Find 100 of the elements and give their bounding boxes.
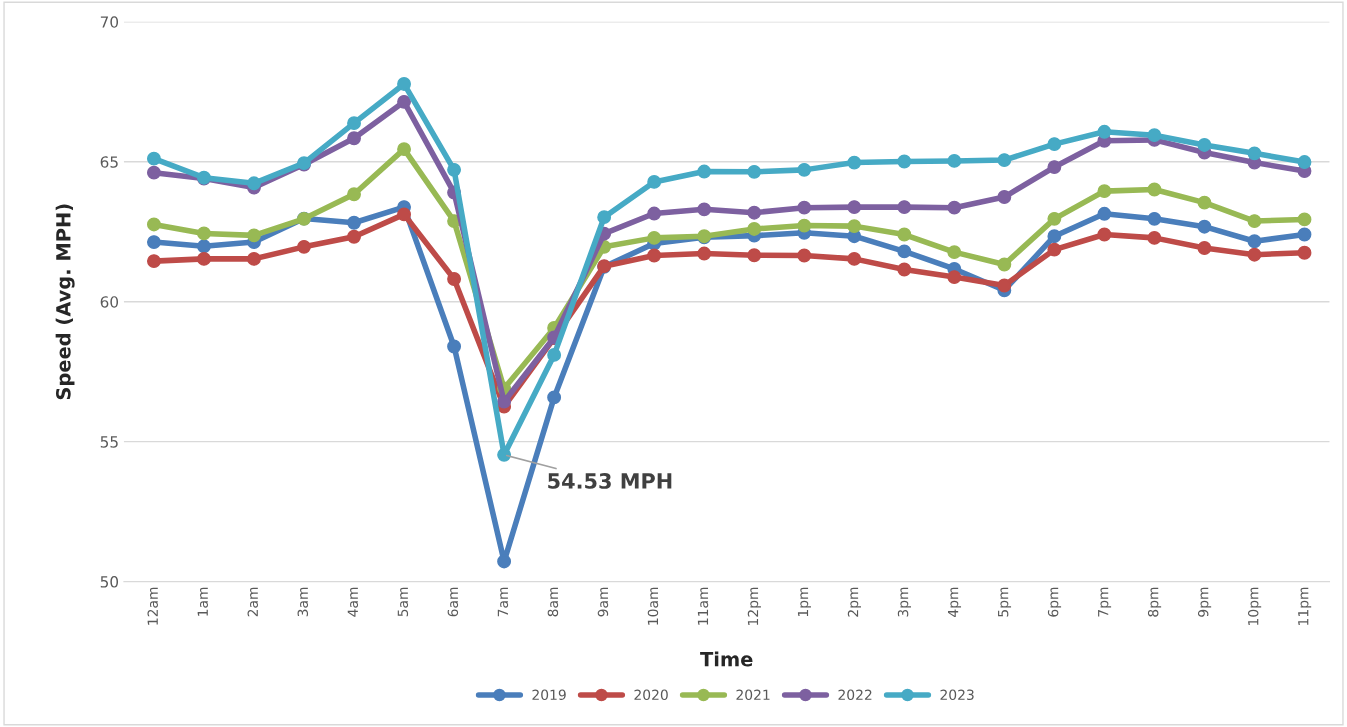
y-tick-label: 70 <box>100 16 119 28</box>
point <box>747 248 762 263</box>
point <box>547 390 562 405</box>
point <box>397 77 412 91</box>
point <box>347 187 361 202</box>
point <box>197 239 211 254</box>
point <box>247 251 261 266</box>
point <box>1097 227 1112 242</box>
point <box>1197 219 1212 234</box>
point <box>247 228 261 243</box>
y-tick-label: 55 <box>100 436 118 448</box>
point <box>397 94 412 109</box>
point <box>647 206 662 221</box>
point <box>547 347 562 362</box>
point <box>1047 229 1062 244</box>
point <box>847 219 862 234</box>
point <box>997 190 1012 204</box>
point <box>947 200 962 215</box>
point <box>347 131 361 146</box>
point <box>1147 128 1162 143</box>
point <box>1197 195 1212 210</box>
point <box>1047 242 1062 257</box>
point <box>1297 227 1312 242</box>
point <box>297 239 311 254</box>
y-tick-label: 50 <box>100 576 119 588</box>
point <box>847 200 862 215</box>
point <box>597 210 612 225</box>
x-tick-label: 10pm <box>1247 587 1262 625</box>
x-tick-label: 11pm <box>1298 587 1312 625</box>
point <box>897 244 912 259</box>
point <box>1047 211 1062 226</box>
point <box>247 176 261 191</box>
point <box>1197 138 1212 152</box>
point <box>447 339 462 354</box>
x-tick-label: 4am <box>347 587 359 617</box>
legend-label: 2019 <box>532 689 566 701</box>
point <box>347 229 361 244</box>
x-tick-label: 3am <box>297 587 309 617</box>
annotation: 54.53 MPH <box>548 473 672 489</box>
point <box>897 154 912 169</box>
legend-label: 2023 <box>940 689 974 701</box>
x-tick-label: 2pm <box>847 587 861 617</box>
x-tick-label: 12pm <box>747 587 761 625</box>
point <box>747 221 762 236</box>
x-tick-label: 4pm <box>948 587 962 617</box>
point <box>897 227 912 242</box>
point <box>847 155 862 170</box>
point <box>347 215 361 230</box>
point <box>1147 182 1162 197</box>
point <box>947 270 962 285</box>
x-tick-label: 9pm <box>1197 587 1212 617</box>
x-tick-label: 7pm <box>1098 587 1112 617</box>
x-tick-label: 3pm <box>897 587 912 617</box>
point <box>647 248 662 263</box>
point <box>847 251 862 266</box>
point <box>997 153 1012 168</box>
x-tick-label: 2am <box>247 587 259 617</box>
point <box>397 142 412 157</box>
point <box>697 202 712 217</box>
point <box>947 245 962 260</box>
point <box>1247 247 1262 262</box>
point <box>1047 137 1062 152</box>
x-tick-label: 1am <box>197 587 208 616</box>
point <box>747 205 762 220</box>
point <box>697 164 712 179</box>
point <box>1047 160 1062 175</box>
x-tick-label: 12am <box>147 587 158 625</box>
point <box>447 162 462 177</box>
point <box>947 153 962 168</box>
point <box>197 251 211 266</box>
x-tick-label: 5pm <box>998 587 1012 617</box>
point <box>997 257 1012 272</box>
point <box>1097 206 1112 221</box>
point <box>146 165 161 180</box>
point <box>997 278 1012 293</box>
x-tick-label: 11am <box>697 587 709 625</box>
point <box>1197 241 1212 255</box>
x-tick-label: 8am <box>547 587 559 617</box>
y-tick-label: 65 <box>100 156 118 168</box>
point <box>397 207 412 222</box>
point <box>497 554 512 569</box>
x-axis-title: Time <box>700 651 753 667</box>
point <box>697 246 712 261</box>
point <box>1247 214 1262 229</box>
point <box>1247 146 1262 161</box>
point <box>1247 234 1262 249</box>
point <box>747 164 762 179</box>
point <box>797 248 812 263</box>
point <box>347 116 361 131</box>
point <box>797 162 812 177</box>
point <box>1297 155 1312 169</box>
point <box>447 272 462 286</box>
point <box>146 151 161 166</box>
point <box>197 226 211 241</box>
point <box>897 262 912 277</box>
point <box>797 218 812 233</box>
x-tick-label: 6pm <box>1047 587 1062 617</box>
point <box>146 254 161 269</box>
x-tick-label: 8pm <box>1147 587 1162 617</box>
point <box>146 217 161 232</box>
